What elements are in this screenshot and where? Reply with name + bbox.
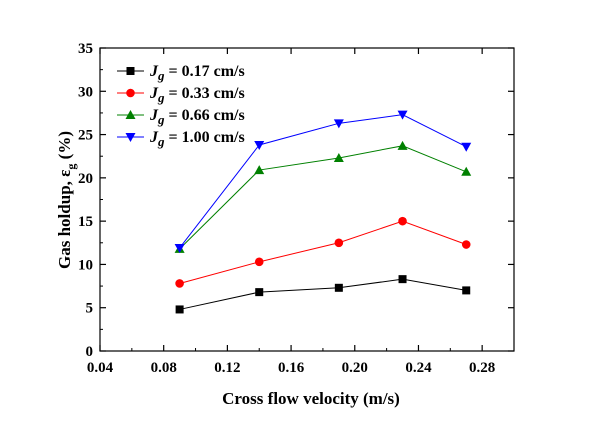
data-point <box>397 140 408 150</box>
data-point <box>254 257 264 267</box>
x-tick-label: 0.28 <box>469 360 495 376</box>
series-layer <box>174 110 472 314</box>
y-tick-label: 0 <box>86 344 94 360</box>
x-tick-label: 0.08 <box>151 360 177 376</box>
data-point <box>398 216 407 226</box>
data-point <box>461 142 472 152</box>
x-tick-label: 0.24 <box>405 360 432 376</box>
series-line <box>179 220 467 284</box>
axis-ticks <box>99 47 514 352</box>
data-point <box>461 240 471 249</box>
data-point <box>334 283 343 292</box>
data-point <box>333 152 344 162</box>
legend-marker <box>125 110 136 119</box>
data-point <box>397 110 408 120</box>
y-axis-title-unit: (%) <box>55 131 74 164</box>
data-point <box>462 286 471 295</box>
legend-label: Jg = 0.66 cm/s <box>149 107 245 127</box>
legend-marker <box>126 67 135 75</box>
y-tick-label: 5 <box>86 301 94 317</box>
x-tick-label: 0.20 <box>342 360 368 376</box>
y-tick-label: 35 <box>78 41 93 57</box>
y-axis-title: Gas holdup, εg (%) <box>55 131 78 269</box>
data-point <box>174 243 185 253</box>
data-point <box>254 140 265 150</box>
y-tick-label: 10 <box>78 257 93 273</box>
y-tick-label: 20 <box>78 171 93 187</box>
series-2 <box>175 216 471 288</box>
y-axis-title-main: Gas holdup, ε <box>55 170 74 269</box>
data-point <box>175 305 184 314</box>
legend-item-2: Jg = 0.33 cm/s <box>117 85 245 105</box>
y-axis-title-sub: g <box>64 164 78 170</box>
legend-label: Jg = 1.00 cm/s <box>149 129 245 149</box>
data-point <box>334 238 344 248</box>
series-line <box>179 278 467 310</box>
legend-marker <box>126 88 135 98</box>
legend-marker <box>125 133 136 142</box>
legend-item-3: Jg = 0.66 cm/s <box>117 107 245 127</box>
data-point <box>255 288 264 297</box>
legend-label: Jg = 0.33 cm/s <box>149 85 245 105</box>
x-axis-title: Cross flow velocity (m/s) <box>222 389 400 408</box>
x-tick-label: 0.12 <box>214 360 240 376</box>
y-tick-label: 25 <box>78 128 93 144</box>
series-line <box>179 145 467 250</box>
series-1 <box>175 275 471 314</box>
x-tick-label: 0.16 <box>278 360 305 376</box>
legend: Jg = 0.17 cm/sJg = 0.33 cm/sJg = 0.66 cm… <box>117 63 245 149</box>
legend-item-1: Jg = 0.17 cm/s <box>117 63 245 83</box>
data-point <box>461 166 472 176</box>
data-point <box>333 119 344 129</box>
legend-label: Jg = 0.17 cm/s <box>149 63 245 83</box>
y-tick-label: 15 <box>78 214 93 230</box>
legend-item-4: Jg = 1.00 cm/s <box>117 129 245 149</box>
axis-tick-labels: 0.04 0.08 0.12 0.16 0.20 0.24 0.28 0 5 10 15 20 25 30… <box>78 41 495 376</box>
series-4 <box>174 110 472 253</box>
x-tick-label: 0.04 <box>87 360 114 376</box>
data-point <box>254 165 265 175</box>
data-point <box>175 279 184 288</box>
y-tick-label: 30 <box>78 84 93 100</box>
data-point <box>398 275 407 284</box>
